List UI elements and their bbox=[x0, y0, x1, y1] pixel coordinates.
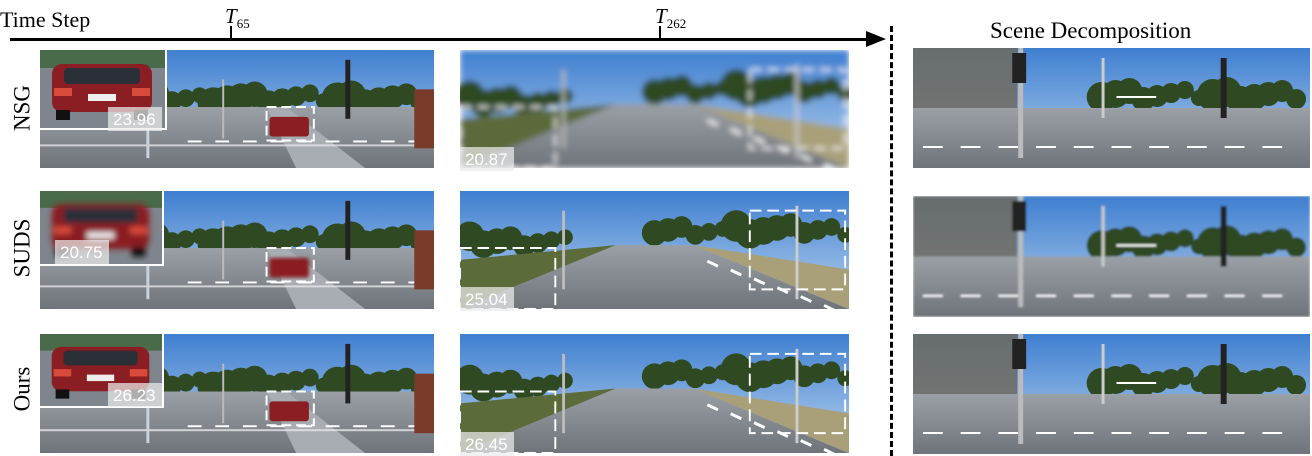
t262-letter: T bbox=[655, 4, 667, 28]
timeline-tick-t262 bbox=[659, 26, 661, 40]
ours-decomposition-render bbox=[913, 334, 1310, 454]
t65-letter: T bbox=[225, 4, 237, 28]
time-step-label: Time Step bbox=[0, 7, 91, 32]
t262-subscript: 262 bbox=[666, 16, 687, 31]
ours-t262-render bbox=[460, 334, 849, 453]
time-step-t65-label: T65 bbox=[225, 4, 250, 31]
ours-t65-psnr-badge: 26.23 bbox=[108, 383, 162, 407]
timeline-tick-t65 bbox=[230, 26, 232, 40]
time-step-t262-label: T262 bbox=[655, 4, 687, 31]
timeline-arrowhead bbox=[866, 31, 886, 47]
scene-decomposition-title: Scene Decomposition bbox=[990, 18, 1192, 43]
ours-t262-psnr-badge: 26.45 bbox=[460, 432, 514, 456]
nsg-t262-psnr-badge: 20.87 bbox=[460, 147, 514, 171]
t65-subscript: 65 bbox=[236, 16, 250, 31]
nsg-t65-psnr-badge: 23.96 bbox=[108, 107, 162, 131]
suds-t262-render bbox=[460, 191, 849, 309]
row-label-nsg-text: NSG bbox=[9, 84, 35, 132]
suds-t65-psnr-badge: 20.75 bbox=[55, 240, 109, 264]
ours-car-zoom-inset bbox=[40, 334, 164, 408]
row-label-suds-text: SUDS bbox=[9, 218, 35, 278]
timeline-axis bbox=[10, 38, 880, 41]
suds-t262-psnr-badge: 25.04 bbox=[460, 287, 514, 311]
ours-t65-render bbox=[40, 334, 434, 453]
nsg-t262-render bbox=[460, 50, 849, 168]
suds-decomposition-render bbox=[913, 196, 1310, 317]
nsg-decomposition-render bbox=[913, 48, 1310, 168]
row-label-ours-text: Ours bbox=[9, 366, 35, 412]
suds-t65-render bbox=[40, 191, 434, 309]
section-divider bbox=[890, 26, 893, 456]
